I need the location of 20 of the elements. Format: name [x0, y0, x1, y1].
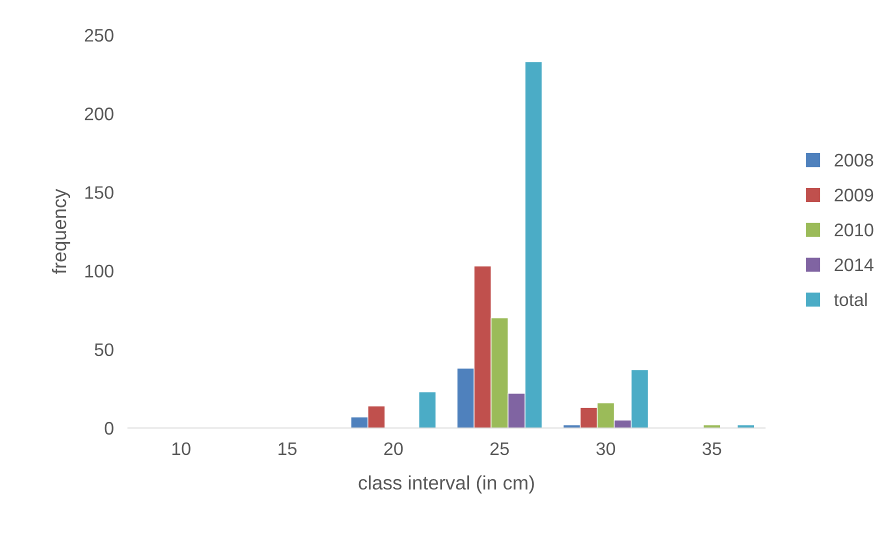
y-tick-label: 50	[94, 343, 114, 356]
legend-label: 2010	[834, 224, 874, 236]
x-axis-title: class interval (in cm)	[358, 475, 534, 494]
x-tick-label: 20	[384, 442, 403, 456]
x-tick-label: 10	[172, 442, 190, 456]
x-tick-label: 30	[596, 442, 616, 456]
y-tick-label: 250	[84, 28, 114, 42]
bar	[418, 391, 436, 428]
y-tick-label: 100	[85, 264, 114, 278]
y-axis-title: frequency	[52, 188, 70, 274]
y-tick-label: 200	[84, 108, 114, 120]
legend-label: total	[834, 292, 867, 306]
legend-label: 2014	[834, 258, 874, 272]
x-tick-label: 15	[278, 442, 297, 456]
x-tick-label: 25	[490, 442, 509, 456]
y-tick-label: 150	[85, 186, 114, 199]
legend-label: 2009	[834, 188, 874, 202]
x-tick-label: 35	[702, 442, 722, 456]
legend-label: 2008	[834, 154, 874, 167]
y-tick-label: 0	[104, 422, 114, 435]
